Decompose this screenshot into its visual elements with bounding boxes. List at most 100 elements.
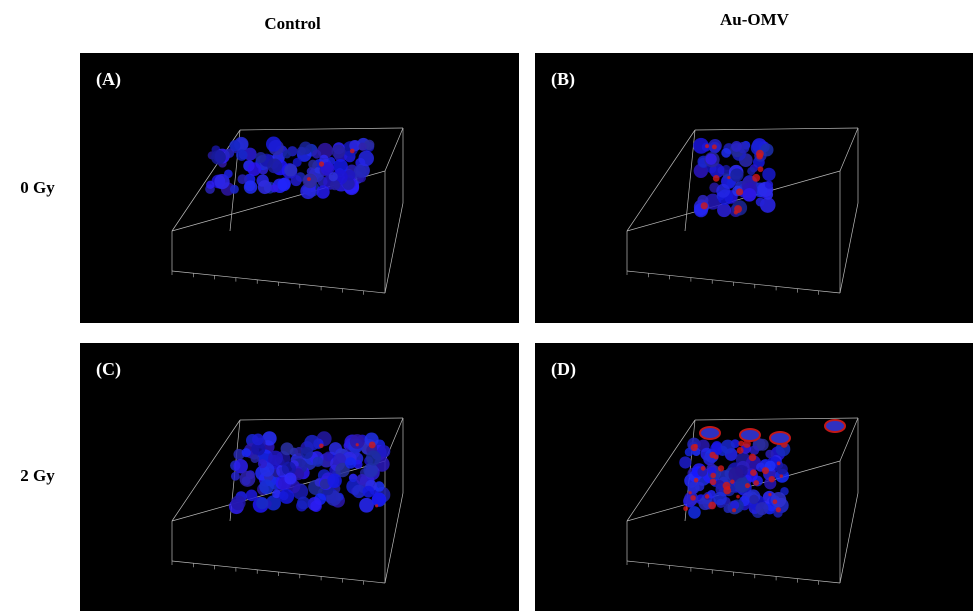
signal <box>319 443 324 449</box>
nucleus <box>358 142 367 151</box>
nucleus <box>742 188 757 202</box>
nucleus <box>230 495 246 511</box>
nucleus <box>233 459 248 474</box>
nucleus <box>279 489 295 504</box>
signal <box>710 472 717 479</box>
nucleus <box>377 445 391 458</box>
nucleus <box>749 494 759 505</box>
box-edge <box>626 419 696 522</box>
signal <box>748 453 757 462</box>
column-header: Control <box>264 14 321 33</box>
nucleus <box>297 496 310 510</box>
nucleus <box>206 180 215 189</box>
box-edge <box>626 129 696 232</box>
nucleus <box>316 185 330 199</box>
nucleus <box>268 450 283 466</box>
signal <box>307 177 311 181</box>
nucleus <box>764 180 774 189</box>
nucleus <box>256 497 269 510</box>
nucleus <box>308 159 318 170</box>
nucleus <box>245 489 258 502</box>
image-panel: (C) <box>80 343 519 611</box>
nucleus <box>693 137 709 154</box>
signal <box>742 440 751 448</box>
box-edge <box>839 127 859 172</box>
nucleus <box>257 180 272 195</box>
signal <box>727 176 731 180</box>
nucleus <box>224 148 235 158</box>
box-edge <box>384 492 404 584</box>
signal <box>700 202 708 210</box>
column-header: Au-OMV <box>720 10 789 29</box>
nucleus <box>756 438 769 451</box>
signal <box>761 467 770 475</box>
box-edge <box>384 202 404 294</box>
signal <box>355 443 359 447</box>
nucleus <box>747 167 756 176</box>
nucleus <box>362 485 375 498</box>
signal <box>736 447 744 454</box>
signal <box>736 494 740 499</box>
nucleus <box>262 431 277 446</box>
nucleus <box>247 162 262 177</box>
signal <box>736 188 744 196</box>
box-edge <box>694 127 859 131</box>
nucleus <box>349 140 361 152</box>
nucleus <box>296 146 306 156</box>
signal <box>688 491 692 495</box>
signal <box>375 504 379 508</box>
nucleus <box>349 434 365 449</box>
cell <box>699 426 721 440</box>
nucleus <box>364 432 379 447</box>
signal <box>768 492 772 497</box>
nucleus <box>358 150 374 167</box>
nucleus <box>307 496 322 511</box>
render <box>626 417 859 585</box>
signal <box>700 465 706 471</box>
nucleus <box>713 491 727 506</box>
nucleus <box>720 439 735 454</box>
nucleus <box>755 502 769 516</box>
nucleus <box>317 142 333 159</box>
nucleus <box>281 461 297 476</box>
nucleus <box>344 457 357 469</box>
nucleus <box>687 481 700 494</box>
nucleus <box>705 153 717 165</box>
signal <box>693 477 699 483</box>
nucleus <box>230 471 240 481</box>
nucleus <box>717 203 731 218</box>
nucleus <box>252 433 264 446</box>
signal <box>693 444 698 448</box>
image-panel: (D) <box>535 343 973 611</box>
nucleus <box>755 197 765 207</box>
nucleus <box>352 484 366 499</box>
nucleus <box>241 448 251 458</box>
nucleus <box>302 173 318 189</box>
panel-label: (D) <box>551 359 576 379</box>
panel-label: (A) <box>96 69 121 89</box>
nucleus <box>280 442 294 456</box>
nucleus <box>356 473 368 486</box>
box-edge <box>839 417 859 462</box>
nucleus <box>243 180 258 194</box>
nucleus <box>684 447 694 457</box>
signal <box>683 506 689 512</box>
nucleus <box>329 179 341 191</box>
signal <box>690 495 696 501</box>
nucleus <box>776 463 788 475</box>
signal <box>779 474 784 478</box>
signal <box>712 175 720 182</box>
signal <box>705 144 709 149</box>
nucleus <box>292 157 302 167</box>
row-label: 0 Gy <box>20 178 55 197</box>
signal <box>772 499 778 505</box>
cell <box>739 428 761 442</box>
signal <box>725 485 731 491</box>
nucleus <box>277 178 291 192</box>
nucleus <box>765 449 774 459</box>
nucleus <box>272 489 281 499</box>
signal <box>738 440 745 447</box>
nucleus <box>282 150 292 159</box>
nucleus <box>363 462 379 478</box>
